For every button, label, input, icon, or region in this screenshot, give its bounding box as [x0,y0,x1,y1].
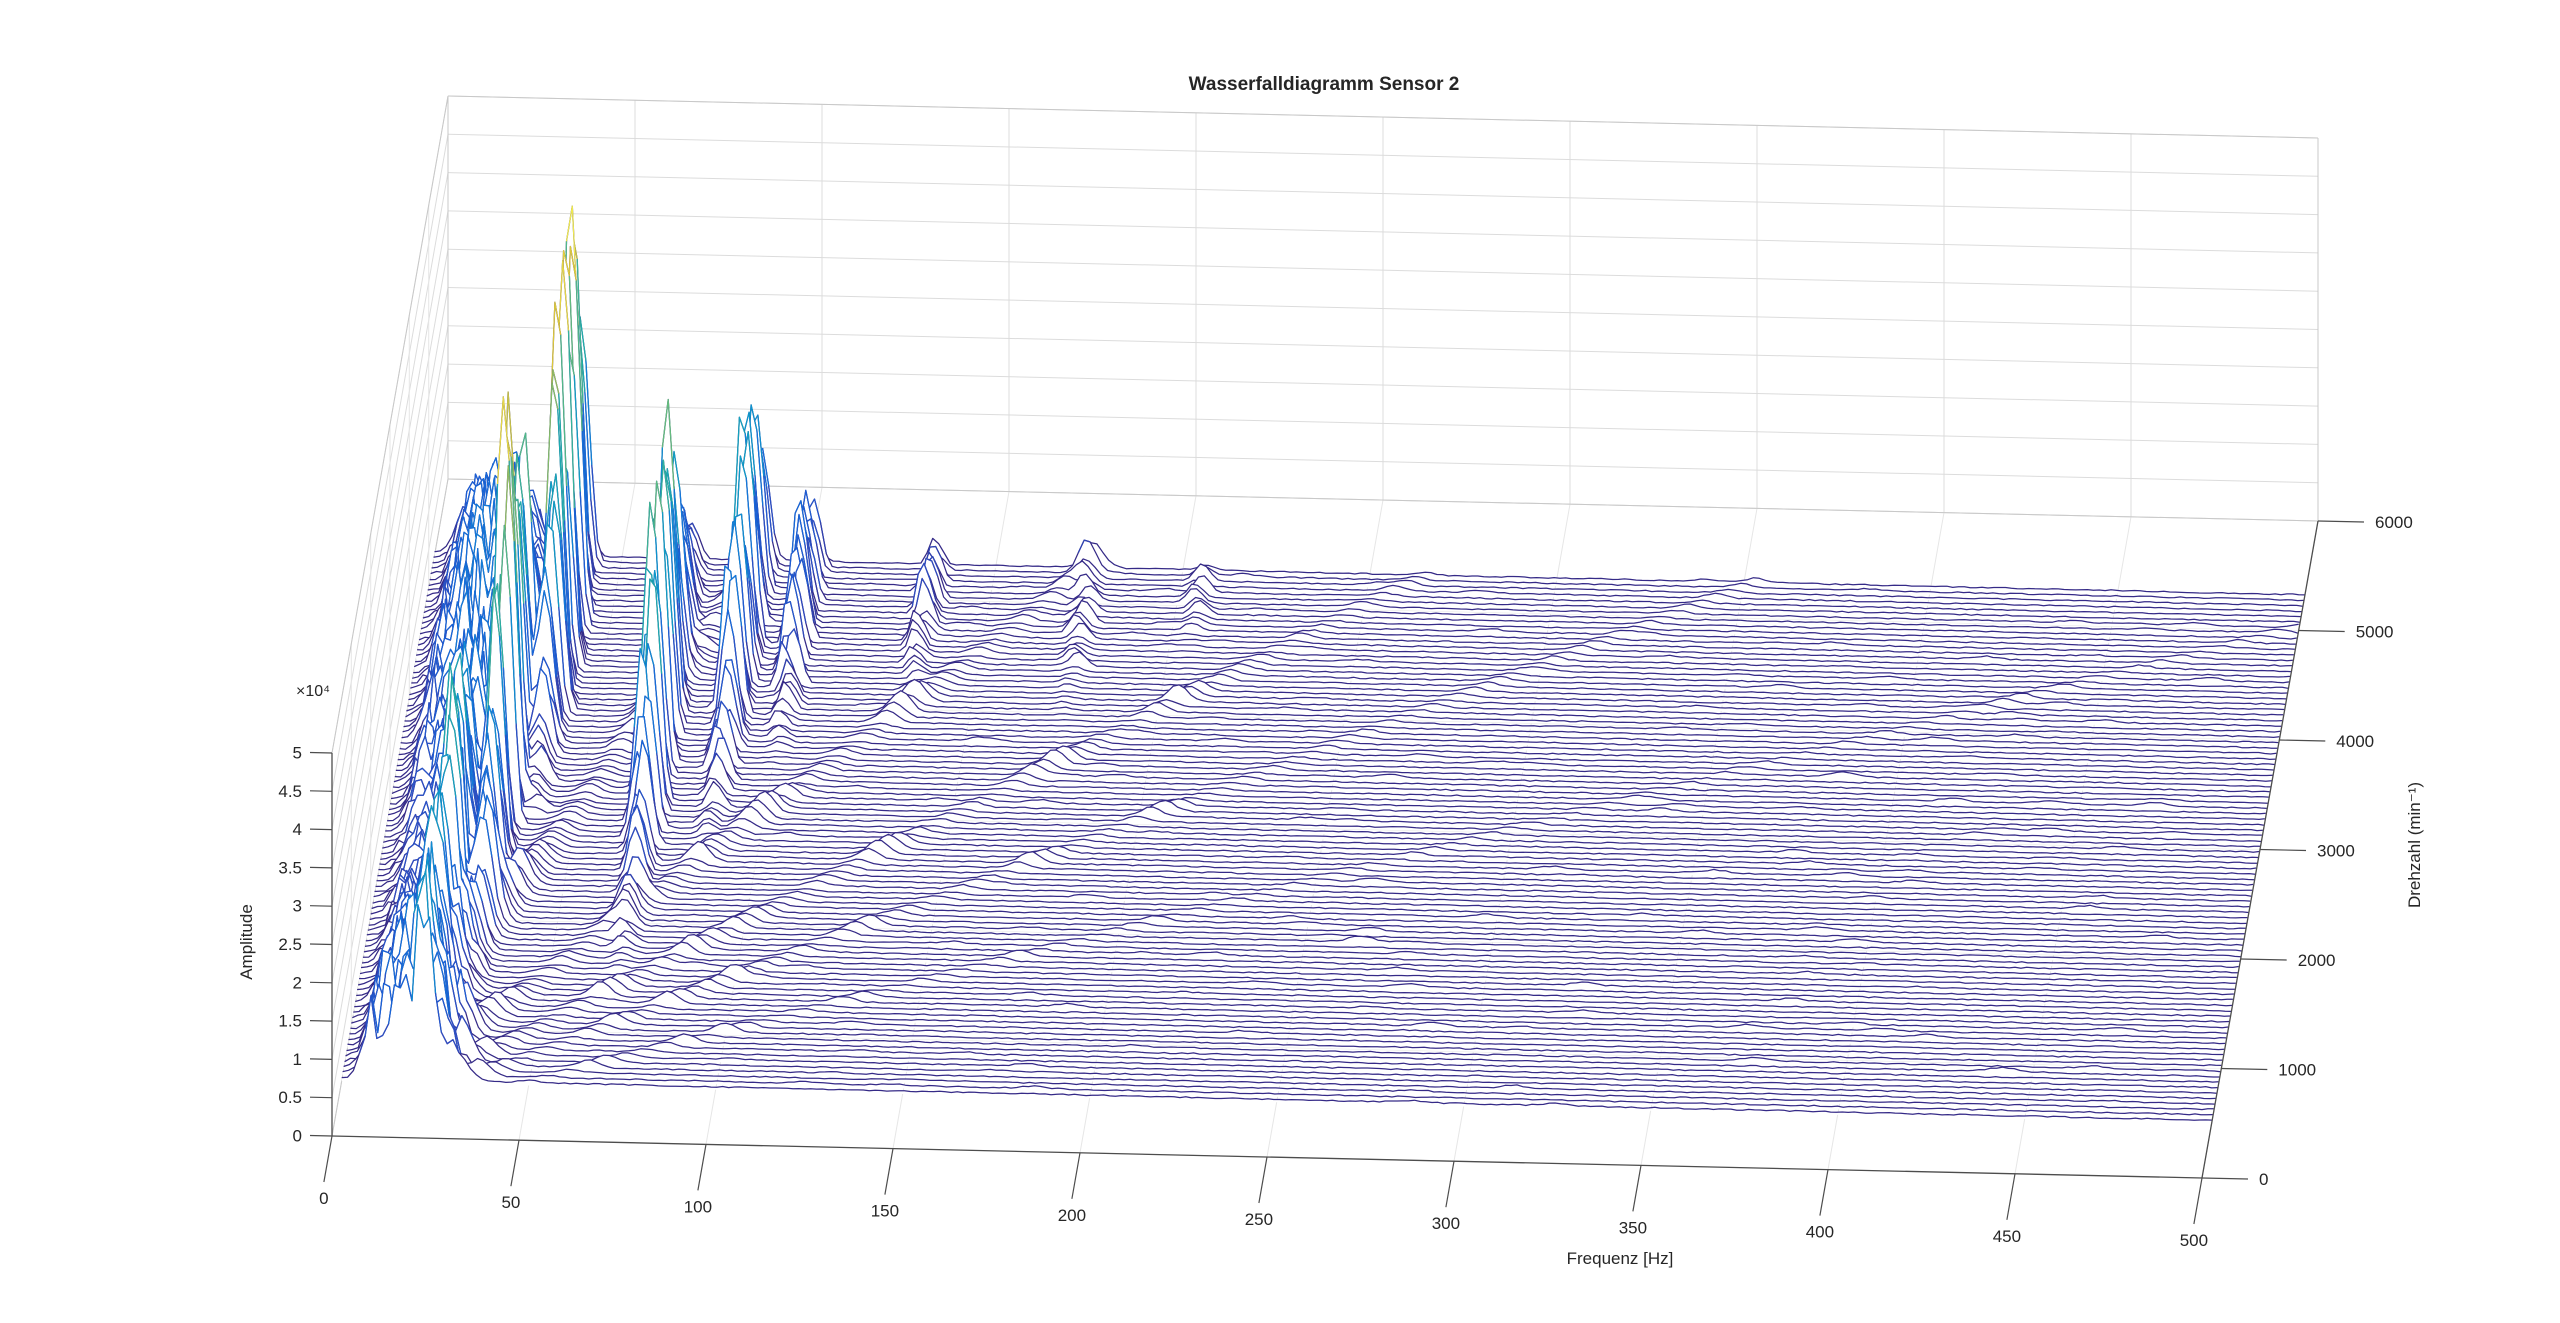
y-axis-label: Drehzahl (min⁻¹) [2405,782,2424,908]
tick-label: 3 [293,897,302,916]
z-axis-exponent-label: ×10⁴ [296,683,330,700]
tick-label: 6000 [2375,513,2413,532]
tick-label: 4000 [2336,732,2374,751]
tick-label: 50 [501,1193,520,1212]
tick-label: 2000 [2298,951,2336,970]
tick-label: 250 [1245,1210,1273,1229]
tick-label: 0 [293,1127,302,1146]
tick-label: 0 [319,1189,328,1208]
tick-label: 3000 [2317,842,2355,861]
tick-label: 0.5 [278,1088,302,1107]
tick-label: 150 [871,1202,899,1221]
tick-label: 4 [293,820,302,839]
tick-label: 400 [1806,1223,1834,1242]
chart-title: Wasserfalldiagramm Sensor 2 [1189,74,1460,95]
tick-label: 200 [1058,1206,1086,1225]
tick-label: 1000 [2278,1061,2316,1080]
tick-label: 300 [1432,1214,1460,1233]
x-axis-label: Frequenz [Hz] [1567,1249,1674,1268]
tick-label: 5000 [2356,623,2394,642]
tick-label: 2.5 [278,935,302,954]
axes-and-ticks: 0 50 100 150 200 250 300 350 400 450 5000100020003… [278,513,2412,1250]
tick-label: 1.5 [278,1012,302,1031]
tick-label: 500 [2180,1231,2208,1250]
tick-label: 5 [293,744,302,763]
tick-label: 1 [293,1050,302,1069]
tick-label: 350 [1619,1218,1647,1237]
grid-walls [331,95,2319,1179]
tick-label: 100 [684,1197,712,1216]
waterfall-rows [341,205,2305,1124]
z-axis-label: Amplitude [237,904,256,980]
tick-label: 4.5 [278,782,302,801]
tick-label: 2 [293,973,302,992]
tick-label: 450 [1993,1227,2021,1246]
tick-label: 3.5 [278,858,302,877]
tick-label: 0 [2259,1170,2268,1189]
